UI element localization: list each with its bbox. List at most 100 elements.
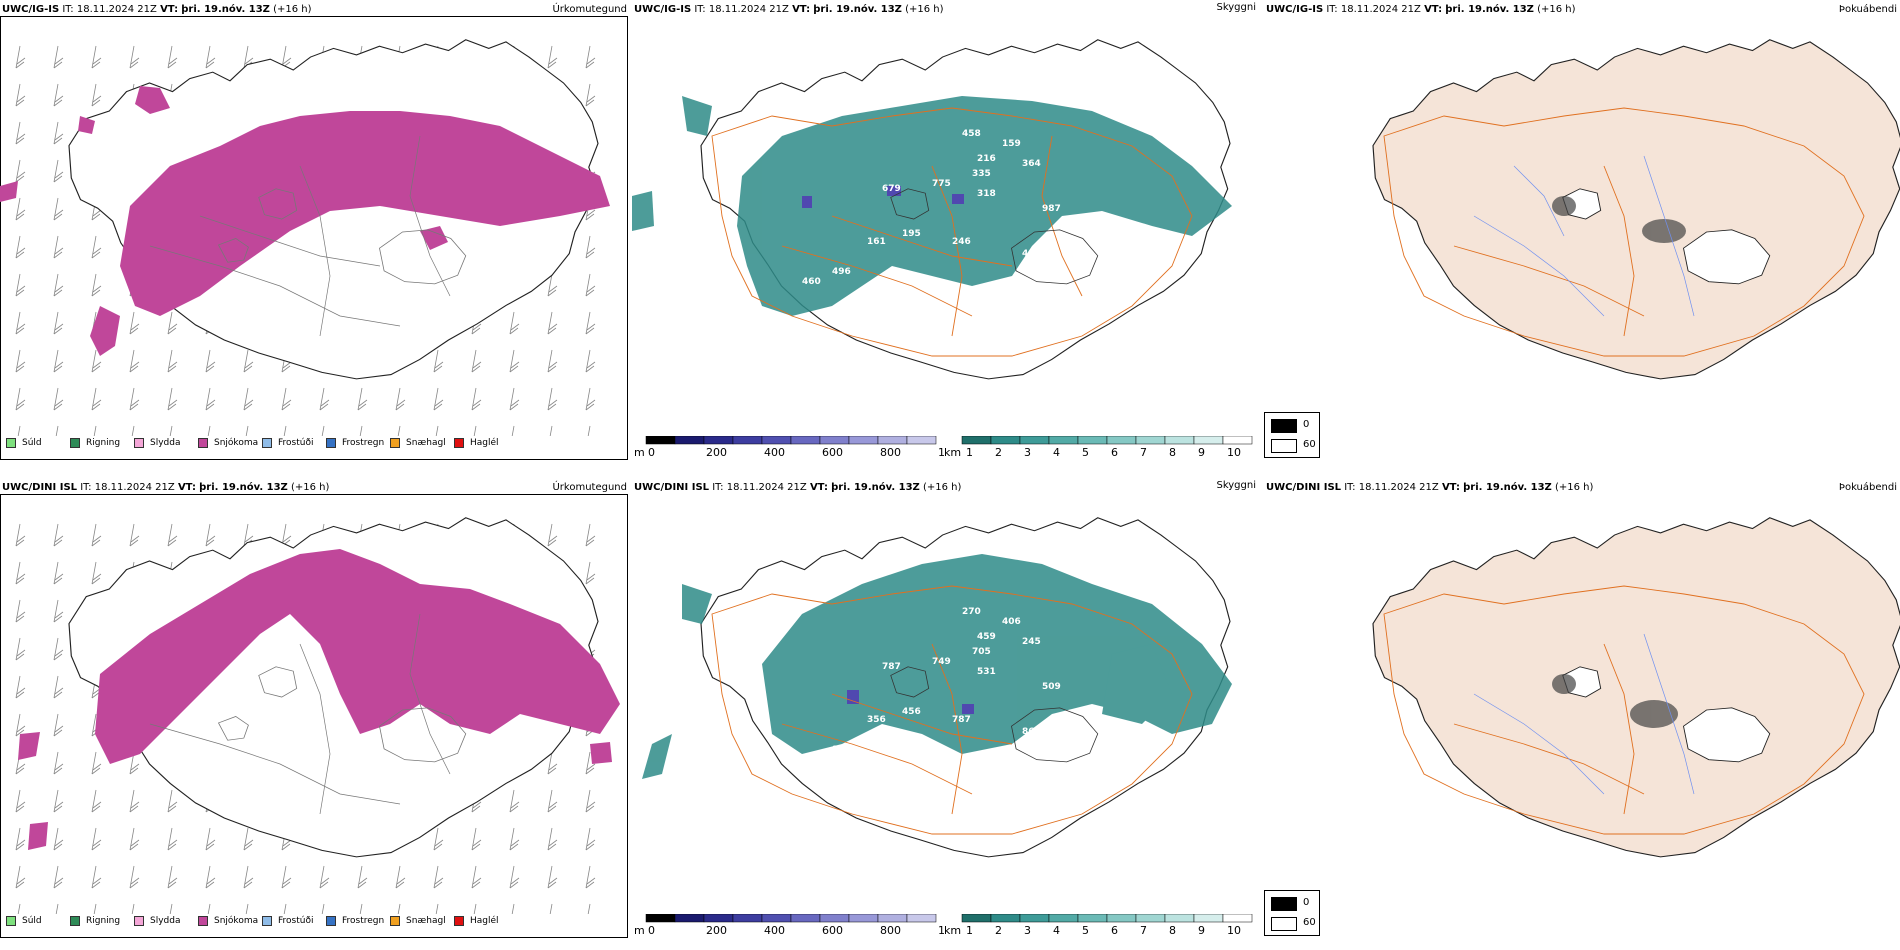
colorbar-tick-label: 2 <box>995 446 1002 458</box>
fog-legend-high-swatch <box>1271 419 1297 433</box>
ceiling-value-label: 216 <box>977 154 996 164</box>
ceiling-panel: UWC/IG-IS IT: 18.11.2024 21Z VT: þri. 19… <box>632 0 1262 472</box>
legend-swatch <box>70 916 80 926</box>
precip-legend: Súld Rigning Slydda Snjókoma Frostúði Frostre… <box>6 438 518 448</box>
ceiling-value-label: 661 <box>1072 737 1091 747</box>
ceiling-colorbar-scale: m02004006008001000 <box>634 435 966 459</box>
colorbar-tick-label: 800 <box>880 446 901 458</box>
fog-legend-high-swatch <box>1271 897 1297 911</box>
wind-barb <box>435 425 439 436</box>
wind-barb <box>511 903 515 914</box>
legend-swatch <box>198 438 208 448</box>
wind-barb <box>549 425 553 436</box>
wind-barb <box>585 789 596 813</box>
wind-barb <box>167 865 178 889</box>
precip-legend: Súld Rigning Slydda Snjókoma Frostúði Frostre… <box>6 916 518 926</box>
ceiling-value-label: 531 <box>977 667 996 677</box>
wind-barb <box>243 865 254 889</box>
wind-barb <box>585 523 596 547</box>
wind-barb <box>53 121 64 145</box>
row-ig-is: UWC/IG-IS IT: 18.11.2024 21Z VT: þri. 19… <box>0 0 1900 472</box>
ceiling-panel: UWC/DINI ISL IT: 18.11.2024 21Z VT: þri.… <box>632 478 1262 950</box>
legend-item: Rigning <box>70 438 134 448</box>
wind-barb <box>129 311 140 335</box>
wind-barb <box>15 387 26 411</box>
wind-barb <box>205 523 216 547</box>
wind-barb <box>91 523 102 547</box>
fog-map <box>1372 517 1900 858</box>
wind-barb <box>167 311 178 335</box>
colorbar-swatch <box>761 913 792 923</box>
colorbar-unit: m <box>634 924 645 936</box>
ceiling-value-labels: 270 406 459 245 705 749 787 531 509 456 356 787 868 6… <box>802 607 1171 787</box>
ceiling-colorbar-scale: m02004006008001000 <box>634 913 966 937</box>
wind-barb <box>15 599 26 623</box>
wind-barb <box>53 349 64 373</box>
colorbar-swatch <box>961 435 992 445</box>
fog-legend-low-swatch <box>1271 917 1297 931</box>
wind-barb <box>15 561 26 585</box>
wind-barb <box>93 425 97 436</box>
wind-barb <box>471 865 482 889</box>
wind-barb <box>129 789 140 813</box>
map-frame <box>0 494 628 938</box>
ceiling-value-label: 401 <box>1022 249 1041 259</box>
wind-barb <box>547 273 558 297</box>
wind-barb <box>91 83 102 107</box>
wind-barb <box>587 425 591 436</box>
wind-barb <box>17 425 21 436</box>
wind-barb <box>319 865 330 889</box>
precip-panel: UWC/DINI ISL IT: 18.11.2024 21Z VT: þri.… <box>0 478 630 950</box>
ceiling-value-label: 459 <box>977 632 996 642</box>
legend-label: Súld <box>22 438 42 448</box>
wind-barb <box>167 45 178 69</box>
wind-barb <box>243 387 254 411</box>
ceiling-value-label: 749 <box>932 657 951 667</box>
colorbar-unit: km <box>944 446 961 458</box>
wind-barb <box>91 349 102 373</box>
legend-item: Frostúði <box>262 438 326 448</box>
colorbar-swatch <box>1048 435 1079 445</box>
colorbar-swatch <box>732 913 763 923</box>
colorbar-tick-label: 600 <box>822 446 843 458</box>
legend-item: Frostregn <box>326 438 390 448</box>
legend-swatch <box>6 916 16 926</box>
snow-areas <box>18 549 620 850</box>
colorbar-swatch <box>1019 913 1050 923</box>
panel-header: UWC/IG-IS IT: 18.11.2024 21Z VT: þri. 19… <box>1266 4 1576 15</box>
wind-barb <box>53 273 64 297</box>
snow-areas <box>0 86 610 356</box>
colorbar-swatch <box>819 913 850 923</box>
legend-swatch <box>326 438 336 448</box>
wind-barb <box>91 751 102 775</box>
wind-barb <box>205 387 216 411</box>
ceiling-value-label: 868 <box>1022 727 1041 737</box>
legend-item: Snæhagl <box>390 916 454 926</box>
colorbar-swatch <box>674 913 705 923</box>
panel-variable-title: Úrkomutegund <box>552 482 627 493</box>
wind-barb <box>435 903 439 914</box>
wind-barb <box>15 827 26 851</box>
fog-legend: 0 60 <box>1264 412 1320 458</box>
wind-barb <box>15 235 26 259</box>
colorbar-swatch <box>732 435 763 445</box>
wind-barb <box>205 865 216 889</box>
legend-swatch <box>262 438 272 448</box>
wind-barb <box>55 425 59 436</box>
precip-panel: UWC/IG-IS IT: 18.11.2024 21Z VT: þri. 19… <box>0 0 630 472</box>
wind-barb <box>585 561 596 585</box>
colorbar-swatch <box>1077 913 1108 923</box>
ceiling-value-label: 705 <box>972 647 991 657</box>
colorbar-tick-label: 600 <box>822 924 843 936</box>
wind-barb <box>433 865 444 889</box>
colorbar-tick-label: 3 <box>1024 924 1031 936</box>
colorbar-swatch <box>877 913 908 923</box>
wind-barb <box>547 789 558 813</box>
wind-barb <box>509 387 520 411</box>
colorbar-tick-label: 200 <box>706 446 727 458</box>
legend-item: Slydda <box>134 438 198 448</box>
legend-swatch <box>454 438 464 448</box>
colorbar-swatch <box>906 913 937 923</box>
wind-barb <box>509 789 520 813</box>
wind-barb <box>53 675 64 699</box>
